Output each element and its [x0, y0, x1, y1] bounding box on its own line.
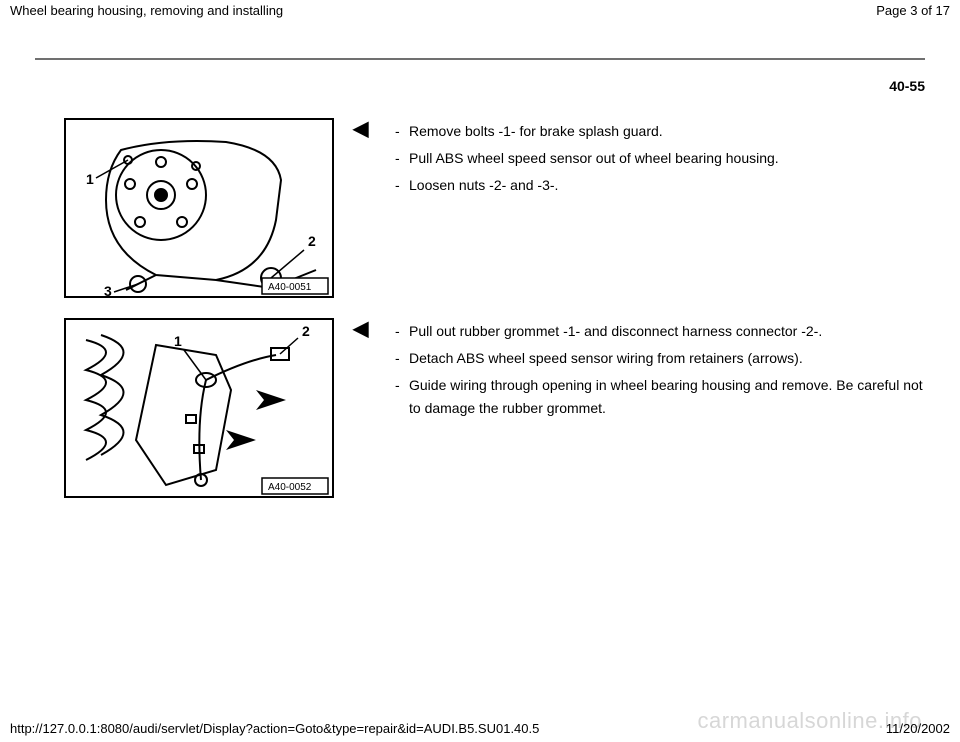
instruction-1-3: Loosen nuts -2- and -3-. — [409, 174, 935, 197]
fig1-callout-2: 2 — [308, 233, 316, 249]
fig1-callout-1: 1 — [86, 171, 94, 187]
instruction-block-2: -Pull out rubber grommet -1- and disconn… — [395, 320, 935, 424]
header-rule — [35, 58, 925, 60]
figure-2: 1 2 A40-0052 — [64, 318, 334, 498]
instruction-1-1: Remove bolts -1- for brake splash guard. — [409, 120, 935, 143]
instruction-block-1: -Remove bolts -1- for brake splash guard… — [395, 120, 935, 201]
fig2-callout-2: 2 — [302, 323, 310, 339]
header-title: Wheel bearing housing, removing and inst… — [10, 3, 283, 18]
arrow-marker-2: ◀ — [353, 316, 368, 341]
header-page-number: Page 3 of 17 — [876, 3, 950, 18]
fig1-callout-3: 3 — [104, 283, 112, 296]
section-code: 40-55 — [889, 78, 925, 94]
fig2-callout-1: 1 — [174, 333, 182, 349]
instruction-2-2: Detach ABS wheel speed sensor wiring fro… — [409, 347, 935, 370]
figure-1: 1 2 3 A40-0051 — [64, 118, 334, 298]
instruction-1-2: Pull ABS wheel speed sensor out of wheel… — [409, 147, 935, 170]
instruction-2-1: Pull out rubber grommet -1- and disconne… — [409, 320, 935, 343]
instruction-2-3: Guide wiring through opening in wheel be… — [409, 374, 935, 420]
arrow-marker-1: ◀ — [353, 116, 368, 141]
footer-url: http://127.0.0.1:8080/audi/servlet/Displ… — [10, 721, 539, 736]
fig1-ref-label: A40-0051 — [268, 282, 312, 293]
footer-date: 11/20/2002 — [886, 721, 950, 736]
fig2-ref-label: A40-0052 — [268, 482, 312, 493]
manual-page: Wheel bearing housing, removing and inst… — [0, 0, 960, 742]
